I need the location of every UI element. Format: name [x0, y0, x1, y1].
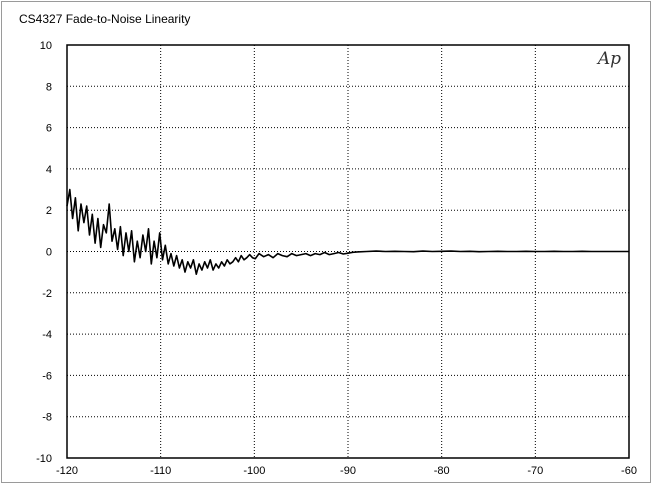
- x-tick-label: -60: [621, 465, 637, 477]
- x-tick-label: -90: [340, 465, 356, 477]
- ap-logo: Ap: [596, 49, 621, 69]
- y-tick-label: 4: [46, 164, 52, 176]
- y-tick-label: 10: [40, 40, 52, 52]
- y-tick-label: 2: [46, 205, 52, 217]
- x-tick-label: -120: [56, 465, 78, 477]
- y-tick-label: 0: [46, 247, 52, 259]
- chart-title: CS4327 Fade-to-Noise Linearity: [19, 12, 191, 26]
- series-line: [66, 188, 629, 276]
- y-tick-label: -4: [42, 329, 52, 341]
- y-tick-label: -6: [42, 370, 52, 382]
- x-tick-label: -80: [434, 465, 450, 477]
- y-tick-label: 8: [46, 81, 52, 93]
- y-tick-label: 6: [46, 123, 52, 135]
- y-tick-label: -2: [42, 288, 52, 300]
- x-tick-label: -70: [527, 465, 543, 477]
- y-tick-label: -8: [42, 412, 52, 424]
- x-tick-label: -100: [243, 465, 265, 477]
- y-tick-label: -10: [36, 453, 52, 465]
- x-tick-label: -110: [150, 465, 171, 477]
